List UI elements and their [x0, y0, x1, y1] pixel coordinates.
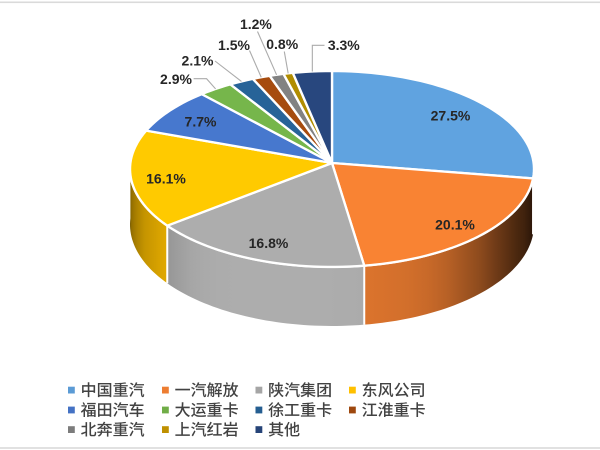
svg-text:1.5%: 1.5% — [218, 37, 250, 53]
svg-text:1.2%: 1.2% — [240, 16, 272, 32]
svg-text:16.8%: 16.8% — [249, 235, 289, 251]
svg-text:0.8%: 0.8% — [266, 36, 298, 52]
svg-text:3.3%: 3.3% — [328, 37, 360, 53]
svg-text:2.1%: 2.1% — [182, 53, 214, 69]
svg-text:16.1%: 16.1% — [146, 171, 186, 187]
svg-text:2.9%: 2.9% — [160, 71, 192, 87]
svg-text:20.1%: 20.1% — [435, 217, 475, 233]
svg-text:7.7%: 7.7% — [185, 114, 217, 130]
svg-text:27.5%: 27.5% — [431, 108, 471, 124]
